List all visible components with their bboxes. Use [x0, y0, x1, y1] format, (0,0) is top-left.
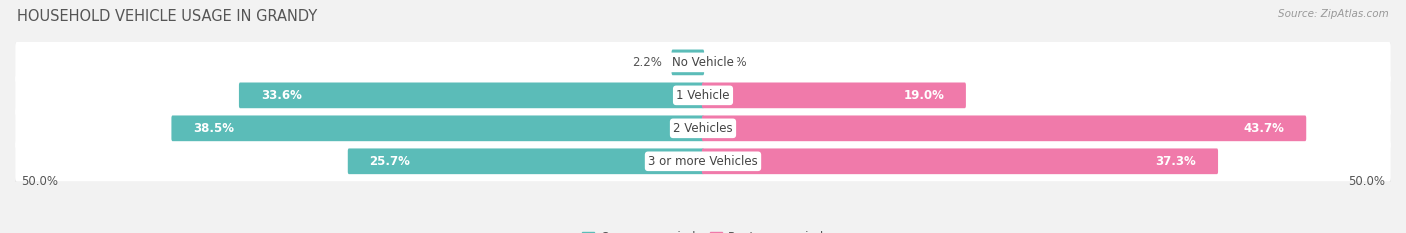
- FancyBboxPatch shape: [15, 141, 1391, 182]
- Text: Source: ZipAtlas.com: Source: ZipAtlas.com: [1278, 9, 1389, 19]
- Text: 43.7%: 43.7%: [1243, 122, 1285, 135]
- Text: HOUSEHOLD VEHICLE USAGE IN GRANDY: HOUSEHOLD VEHICLE USAGE IN GRANDY: [17, 9, 318, 24]
- FancyBboxPatch shape: [15, 108, 1391, 149]
- Text: 2 Vehicles: 2 Vehicles: [673, 122, 733, 135]
- FancyBboxPatch shape: [172, 116, 704, 141]
- FancyBboxPatch shape: [702, 82, 966, 108]
- Text: 2.2%: 2.2%: [631, 56, 662, 69]
- Text: 38.5%: 38.5%: [193, 122, 235, 135]
- FancyBboxPatch shape: [702, 148, 1218, 174]
- Text: 37.3%: 37.3%: [1156, 155, 1197, 168]
- Text: 19.0%: 19.0%: [903, 89, 945, 102]
- Text: No Vehicle: No Vehicle: [672, 56, 734, 69]
- Text: 33.6%: 33.6%: [260, 89, 301, 102]
- FancyBboxPatch shape: [239, 82, 704, 108]
- FancyBboxPatch shape: [672, 50, 704, 75]
- FancyBboxPatch shape: [15, 141, 1391, 183]
- FancyBboxPatch shape: [702, 116, 1306, 141]
- Text: 1 Vehicle: 1 Vehicle: [676, 89, 730, 102]
- FancyBboxPatch shape: [15, 42, 1391, 83]
- FancyBboxPatch shape: [347, 148, 704, 174]
- FancyBboxPatch shape: [15, 75, 1391, 116]
- FancyBboxPatch shape: [15, 108, 1391, 150]
- Text: 25.7%: 25.7%: [370, 155, 411, 168]
- FancyBboxPatch shape: [15, 42, 1391, 84]
- Text: 50.0%: 50.0%: [21, 175, 58, 188]
- Text: 50.0%: 50.0%: [1348, 175, 1385, 188]
- Text: 3 or more Vehicles: 3 or more Vehicles: [648, 155, 758, 168]
- Legend: Owner-occupied, Renter-occupied: Owner-occupied, Renter-occupied: [578, 226, 828, 233]
- Text: 0.0%: 0.0%: [717, 56, 747, 69]
- FancyBboxPatch shape: [15, 75, 1391, 117]
